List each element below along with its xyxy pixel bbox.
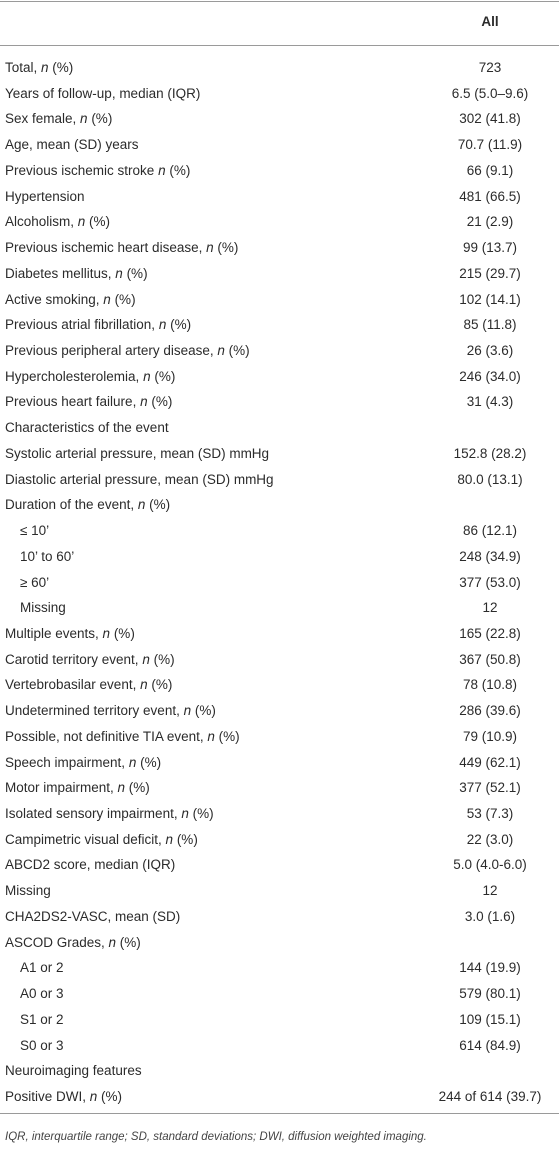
- row-label: S1 or 2: [20, 1011, 64, 1027]
- row-label: Possible, not definitive TIA event, n (%…: [5, 728, 240, 744]
- row-value: 80.0 (13.1): [457, 471, 523, 487]
- row-value: 244 of 614 (39.7): [438, 1089, 542, 1104]
- row-value: 22 (3.0): [466, 831, 514, 847]
- row-value: 3.0 (1.6): [464, 908, 516, 924]
- row-label: Sex female, n (%): [5, 111, 113, 127]
- row-label: Previous peripheral artery disease, n (%…: [5, 342, 250, 358]
- row-label: Multiple events, n (%): [5, 625, 135, 641]
- footnote: IQR, interquartile range; SD, standard d…: [5, 1131, 427, 1143]
- row-label: Neuroimaging features: [5, 1063, 142, 1079]
- row-label: A0 or 3: [20, 986, 64, 1002]
- row-value: 246 (34.0): [459, 368, 521, 384]
- row-label: ≥ 60’: [20, 574, 50, 590]
- row-label: Characteristics of the event: [5, 420, 169, 436]
- row-label: Hypercholesterolemia, n (%): [5, 368, 176, 384]
- row-label: Undetermined territory event, n (%): [5, 703, 216, 719]
- row-value: 86 (12.1): [462, 523, 518, 539]
- row-value: 449 (62.1): [459, 754, 521, 770]
- row-value: 31 (4.3): [466, 394, 514, 410]
- row-label: CHA2DS2-VASC, mean (SD): [5, 908, 181, 924]
- row-label: Systolic arterial pressure, mean (SD) mm…: [5, 445, 270, 461]
- row-label: Carotid territory event, n (%): [5, 651, 175, 667]
- bottom-rule: [0, 1113, 559, 1114]
- row-label: Years of follow-up, median (IQR): [5, 85, 201, 101]
- row-value: 5.0 (4.0-6.0): [453, 857, 527, 873]
- row-label: ≤ 10’: [20, 523, 50, 539]
- row-value: 152.8 (28.2): [453, 445, 527, 461]
- row-value: 79 (10.9): [462, 728, 518, 744]
- row-value: 109 (15.1): [459, 1011, 521, 1027]
- row-value: 102 (14.1): [459, 291, 521, 307]
- row-value: 579 (80.1): [459, 986, 521, 1002]
- row-label: Age, mean (SD) years: [5, 137, 139, 153]
- row-label: Previous heart failure, n (%): [5, 394, 173, 410]
- row-label: Previous atrial fibrillation, n (%): [5, 317, 192, 333]
- row-value: 26 (3.6): [466, 342, 514, 358]
- row-label: Duration of the event, n (%): [5, 497, 171, 513]
- row-value: 85 (11.8): [463, 317, 517, 333]
- row-label: A1 or 2: [20, 960, 64, 976]
- row-value: 377 (52.1): [459, 780, 521, 796]
- row-value: 99 (13.7): [462, 240, 518, 256]
- header-rule: [0, 45, 559, 46]
- row-value: 78 (10.8): [462, 677, 518, 693]
- row-label: Diabetes mellitus, n (%): [5, 265, 148, 281]
- row-value: 481 (66.5): [459, 188, 521, 204]
- row-value: 6.5 (5.0–9.6): [451, 85, 529, 101]
- row-label: Missing: [5, 883, 51, 899]
- row-label: Previous ischemic stroke n (%): [5, 162, 191, 178]
- row-label: Active smoking, n (%): [5, 291, 136, 307]
- top-rule: [0, 1, 559, 2]
- row-value: 723: [478, 60, 502, 75]
- column-header: All: [481, 14, 499, 29]
- row-label: ASCOD Grades, n (%): [5, 934, 141, 950]
- row-label: ABCD2 score, median (IQR): [5, 857, 176, 873]
- row-label: Motor impairment, n (%): [5, 780, 150, 796]
- row-value: 70.7 (11.9): [457, 137, 523, 153]
- row-value: 377 (53.0): [459, 574, 521, 590]
- row-value: 53 (7.3): [466, 806, 514, 822]
- row-label: S0 or 3: [20, 1037, 64, 1053]
- row-label: Previous ischemic heart disease, n (%): [5, 240, 239, 256]
- row-value: 302 (41.8): [459, 111, 521, 127]
- row-label: Alcoholism, n (%): [5, 214, 111, 230]
- row-value: 21 (2.9): [466, 214, 514, 230]
- row-value: 614 (84.9): [459, 1037, 521, 1053]
- row-label: Speech impairment, n (%): [5, 754, 162, 770]
- row-value: 144 (19.9): [459, 960, 521, 976]
- row-value: 248 (34.9): [459, 548, 521, 564]
- row-label: Campimetric visual deficit, n (%): [5, 831, 198, 847]
- row-label: Hypertension: [5, 188, 85, 204]
- row-value: 215 (29.7): [459, 265, 521, 281]
- row-label: Missing: [20, 600, 66, 616]
- row-value: 12: [482, 883, 498, 899]
- row-label: 10’ to 60’: [20, 548, 75, 564]
- row-value: 367 (50.8): [459, 651, 521, 667]
- row-value: 66 (9.1): [466, 162, 514, 178]
- row-value: 165 (22.8): [459, 625, 521, 641]
- row-value: 12: [482, 600, 498, 616]
- row-label: Positive DWI, n (%): [5, 1089, 123, 1104]
- row-label: Isolated sensory impairment, n (%): [5, 806, 214, 822]
- row-label: Diastolic arterial pressure, mean (SD) m…: [5, 471, 274, 487]
- row-value: 286 (39.6): [459, 703, 521, 719]
- row-label: Vertebrobasilar event, n (%): [5, 677, 173, 693]
- row-label: Total, n (%): [5, 60, 74, 75]
